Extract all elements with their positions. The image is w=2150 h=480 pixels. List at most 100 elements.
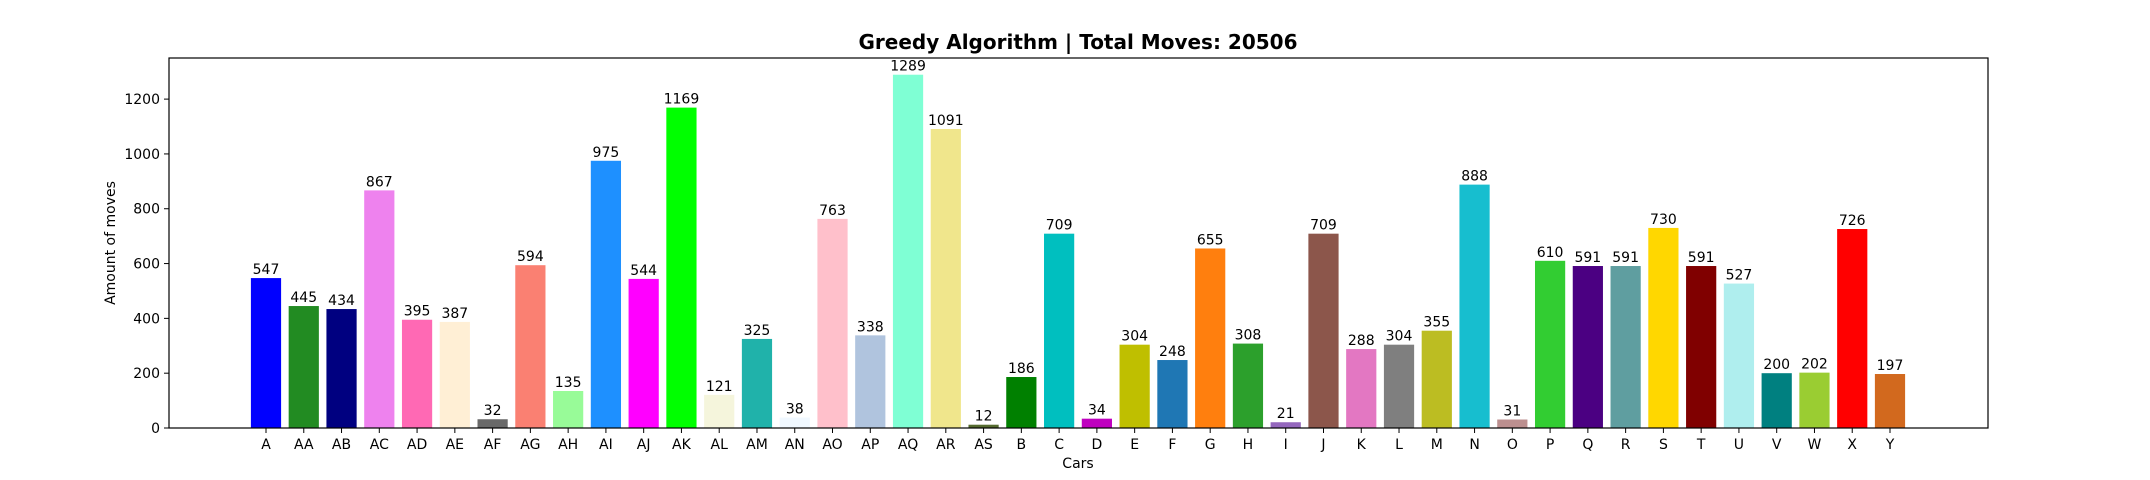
bar-l: [1383, 344, 1415, 428]
data-label-aj: 544: [630, 263, 657, 279]
bar-ad: [401, 319, 433, 428]
x-tick-label: AJ: [637, 437, 651, 453]
bar-u: [1723, 283, 1755, 428]
bar-am: [741, 338, 773, 428]
data-label-t: 591: [1688, 250, 1715, 266]
chart-title: Greedy Algorithm | Total Moves: 20506: [859, 30, 1298, 54]
data-label-s: 730: [1650, 212, 1677, 228]
x-tick-label: D: [1091, 437, 1102, 453]
bar-n: [1459, 184, 1490, 428]
x-tick-label: AE: [446, 437, 464, 453]
bar-f: [1157, 360, 1188, 428]
data-label-u: 527: [1726, 268, 1753, 284]
data-label-ag: 594: [517, 249, 544, 265]
x-tick-label: W: [1808, 437, 1822, 453]
x-tick-label: U: [1734, 437, 1744, 453]
bar-m: [1421, 330, 1452, 428]
x-tick-label: A: [261, 437, 271, 453]
x-tick-label: AC: [370, 437, 389, 453]
y-tick-label: 1000: [124, 147, 160, 163]
data-label-ae: 387: [441, 306, 468, 322]
bar-aa: [288, 306, 319, 428]
bar-ak: [666, 107, 697, 429]
bar-y: [1874, 374, 1906, 428]
x-tick-label: V: [1772, 437, 1782, 453]
data-label-ak: 1169: [664, 92, 700, 108]
bars-group: [250, 74, 1906, 429]
data-label-c: 709: [1046, 218, 1073, 234]
bar-ab: [326, 309, 357, 428]
x-tick-label: B: [1017, 437, 1027, 453]
bar-aj: [628, 278, 659, 428]
bar-i: [1270, 422, 1301, 428]
x-tick-label: AQ: [898, 437, 918, 453]
x-tick-label: AG: [520, 437, 540, 453]
data-label-ad: 395: [404, 304, 431, 320]
bar-ah: [553, 391, 584, 428]
y-tick-label: 0: [151, 421, 160, 437]
x-tick-label: AI: [599, 437, 613, 453]
data-label-af: 32: [484, 403, 502, 419]
x-tick-label: AP: [861, 437, 879, 453]
x-tick-label: S: [1659, 437, 1668, 453]
bar-p: [1534, 260, 1566, 428]
x-tick-label: AK: [672, 437, 692, 453]
bar-ao: [817, 218, 848, 428]
bar-x: [1837, 229, 1868, 428]
x-tick-label: I: [1284, 437, 1288, 453]
data-label-y: 197: [1877, 358, 1904, 374]
data-label-p: 610: [1537, 245, 1564, 261]
data-label-o: 31: [1503, 404, 1521, 420]
data-label-j: 709: [1310, 218, 1337, 234]
x-tick-label: G: [1205, 437, 1216, 453]
data-label-al: 121: [706, 379, 733, 395]
x-tick-label: H: [1243, 437, 1254, 453]
bar-h: [1232, 343, 1264, 428]
bar-w: [1799, 372, 1830, 428]
x-tick-label: J: [1320, 437, 1325, 453]
y-tick-label: 200: [133, 366, 160, 382]
x-tick-label: Q: [1582, 437, 1593, 453]
data-label-ap: 338: [857, 319, 884, 335]
data-label-am: 325: [744, 323, 771, 339]
data-labels-group: 547 445 434 867 395 387 32 594 135 975 544 1169 121 3…: [253, 59, 1904, 425]
x-tick-label: Y: [1885, 437, 1895, 453]
bar-ar: [930, 128, 961, 429]
data-label-x: 726: [1839, 213, 1866, 229]
data-label-ab: 434: [328, 293, 355, 309]
data-label-r: 591: [1612, 250, 1639, 266]
y-tick-label: 400: [133, 311, 160, 327]
x-tick-label: O: [1507, 437, 1518, 453]
data-label-a: 547: [253, 262, 280, 278]
x-tick-label: AR: [936, 437, 956, 453]
data-label-q: 591: [1574, 250, 1601, 266]
data-label-w: 202: [1801, 357, 1828, 373]
x-tick-label: AO: [822, 437, 842, 453]
x-tick-label: X: [1847, 437, 1857, 453]
y-tick-label: 1200: [124, 92, 160, 108]
x-tick-label: E: [1130, 437, 1139, 453]
x-tick-label: AD: [407, 437, 427, 453]
data-label-ao: 763: [819, 203, 846, 219]
bar-v: [1761, 373, 1792, 428]
bar-e: [1119, 344, 1150, 428]
bar-al: [704, 394, 735, 428]
bar-g: [1195, 248, 1226, 428]
data-label-aa: 445: [290, 290, 317, 306]
data-label-ar: 1091: [928, 113, 964, 129]
x-tick-label: P: [1546, 437, 1554, 453]
plot-frame: [168, 57, 1989, 429]
bar-an: [779, 417, 810, 428]
x-tick-label: M: [1431, 437, 1443, 453]
data-label-m: 355: [1423, 315, 1450, 331]
x-axis-label: Cars: [1062, 456, 1093, 472]
data-label-as: 12: [975, 409, 993, 425]
x-tick-label: AA: [294, 437, 314, 453]
x-tick-label: L: [1395, 437, 1403, 453]
y-axis-label: Amount of moves: [103, 181, 119, 305]
data-label-b: 186: [1008, 361, 1035, 377]
x-tick-label: R: [1621, 437, 1631, 453]
bar-t: [1686, 266, 1717, 428]
x-tick-label: AM: [746, 437, 768, 453]
